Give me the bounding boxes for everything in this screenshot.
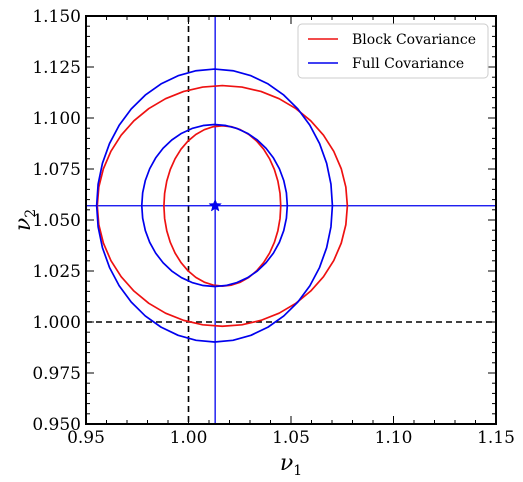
contour-full-covariance-1 — [140, 123, 289, 288]
x-tick-label: 1.15 — [477, 428, 515, 448]
x-axis-label: ν1 — [280, 451, 302, 479]
x-axis-label-main: ν — [280, 451, 293, 476]
y-tick-labels: 0.950 0.975 1.000 1.025 1.050 1.075 1.100 1.125… — [32, 7, 81, 435]
x-axis-label-subscript: 1 — [293, 463, 302, 479]
contour-full-covariance-2 — [95, 68, 334, 343]
y-tick-label: 1.025 — [32, 262, 81, 282]
y-tick-label: 1.100 — [32, 109, 81, 129]
x-tick-labels: 0.95 1.00 1.05 1.10 1.15 — [67, 428, 515, 448]
x-tick-label: 1.05 — [272, 428, 310, 448]
legend-label-full-covariance: Full Covariance — [352, 56, 464, 72]
y-axis-label-main: ν — [11, 218, 36, 231]
legend-label-block-covariance: Block Covariance — [352, 32, 476, 48]
y-axis-label-subscript: 2 — [23, 209, 39, 218]
y-tick-label: 0.975 — [32, 364, 81, 384]
y-axis-label: ν2 — [11, 209, 39, 231]
legend: Block Covariance Full Covariance — [297, 23, 489, 79]
plot-area — [86, 16, 496, 424]
y-tick-label: 1.150 — [32, 7, 81, 27]
plot-frame — [85, 15, 497, 425]
x-tick-label: 0.95 — [67, 428, 105, 448]
legend-box — [297, 23, 489, 79]
y-tick-label: 1.125 — [32, 58, 81, 78]
best-fit-star-marker — [208, 198, 222, 212]
y-tick-label: 0.950 — [32, 415, 81, 435]
x-tick-label: 1.10 — [375, 428, 413, 448]
y-tick-label: 1.075 — [32, 160, 81, 180]
y-tick-label: 1.050 — [32, 211, 81, 231]
y-tick-label: 1.000 — [32, 313, 81, 333]
x-tick-label: 1.00 — [170, 428, 208, 448]
